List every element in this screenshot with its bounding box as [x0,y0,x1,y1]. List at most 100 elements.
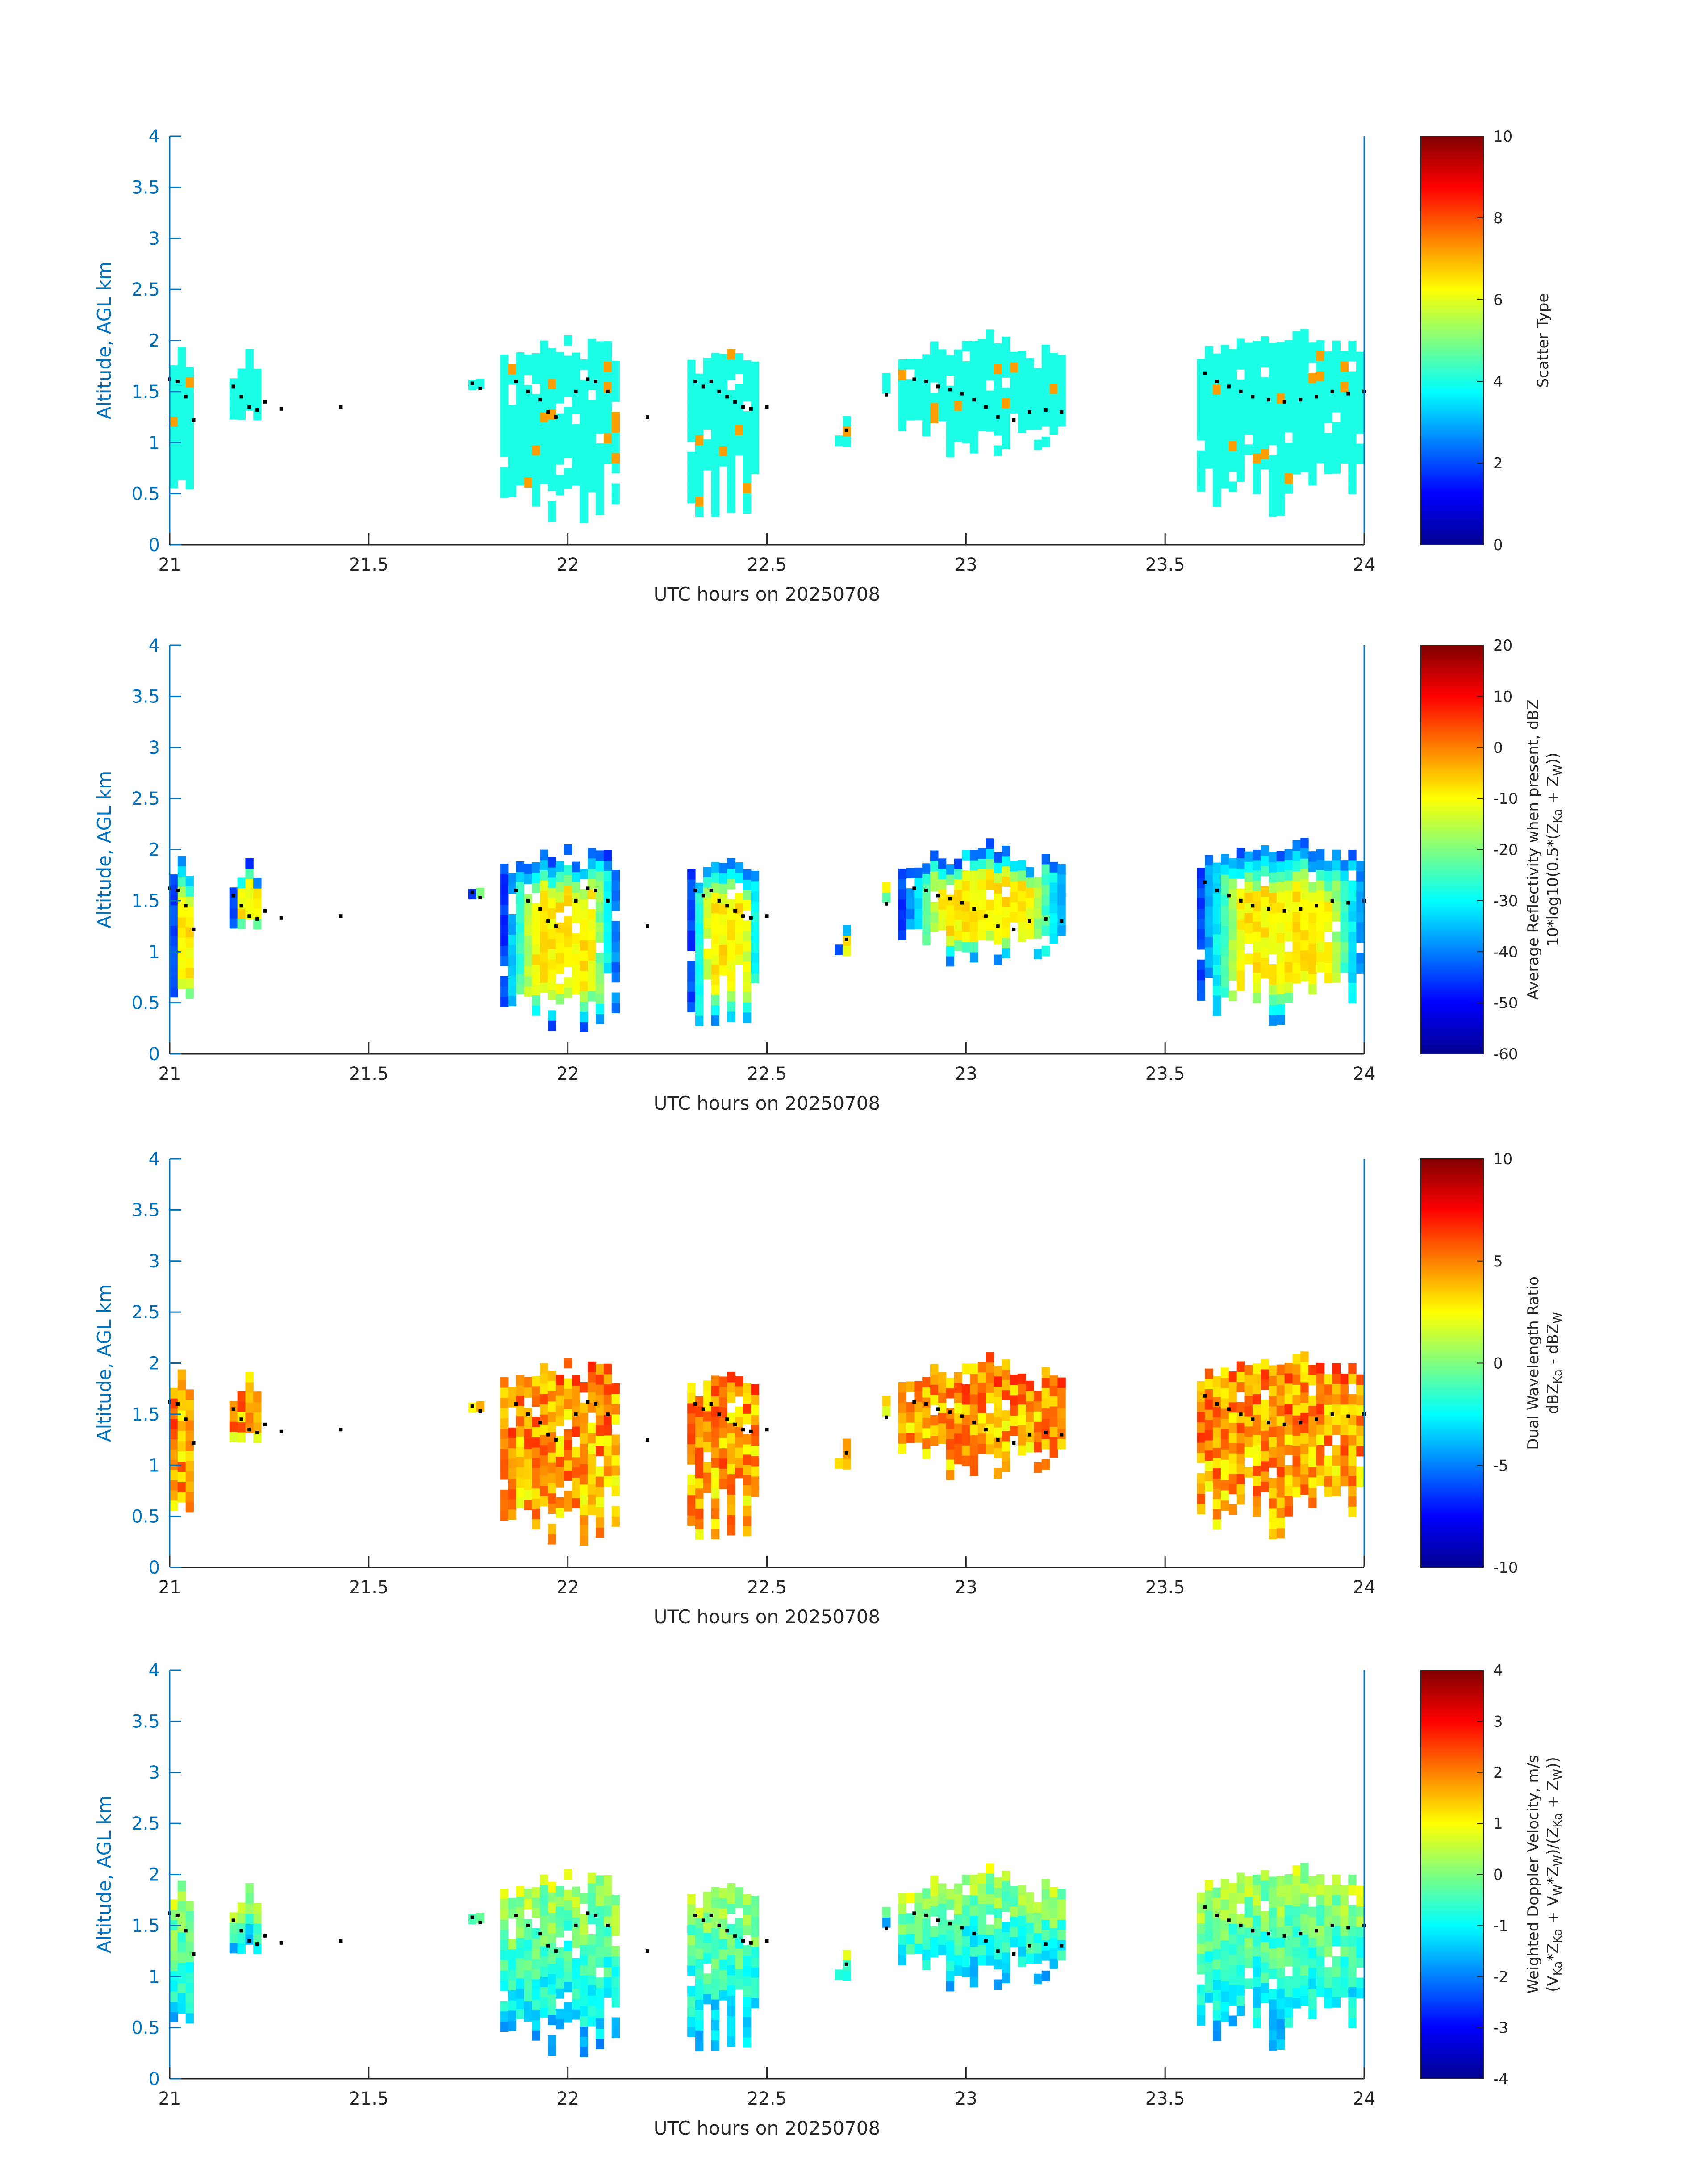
heatmap-cell [695,1488,704,1499]
heatmap-cell [532,974,540,985]
heatmap-cell [1221,1879,1229,1889]
colorbar-tick-label: -5 [1493,1457,1508,1475]
heatmap-cell [1300,1474,1309,1485]
heatmap-cell [735,394,743,405]
heatmap-cell [719,405,727,416]
heatmap-cell [711,424,720,435]
heatmap-cell [1253,351,1261,362]
y-tick-label: 1 [149,433,160,453]
heatmap-cell [1221,1940,1229,1951]
heatmap-cell [695,435,704,446]
heatmap-cell [711,1938,720,1949]
heatmap-cell [540,1895,548,1905]
cloud-base-dot [972,1932,976,1936]
heatmap-cell [978,1873,986,1884]
heatmap-cell [1228,1504,1237,1515]
heatmap-cell [1348,1394,1357,1404]
heatmap-cell [970,392,978,402]
heatmap-cell [711,1498,720,1509]
heatmap-cell [1276,1004,1285,1015]
heatmap-cell [1228,1995,1237,2006]
cloud-base-dot [247,1428,251,1432]
heatmap-cell [1197,919,1205,929]
heatmap-cell [572,424,580,435]
heatmap-cell [743,951,752,962]
heatmap-cell [564,468,572,479]
heatmap-cell [524,1960,532,1971]
heatmap-cell [1002,897,1010,907]
heatmap-cell [743,1914,752,1925]
heatmap-cell [1284,391,1293,402]
heatmap-cell [711,465,720,476]
heatmap-cell [1300,1463,1309,1475]
heatmap-cell [1049,1887,1058,1897]
heatmap-cell [882,383,891,394]
cloud-base-dots [168,1905,1366,1966]
heatmap-cell [548,501,556,512]
cloud-base-dot [972,398,976,402]
heatmap-cell [555,362,564,373]
heatmap-cell [1213,414,1221,426]
heatmap-cell [603,1445,612,1456]
heatmap-cell [580,991,588,1002]
heatmap-cell [516,943,525,954]
heatmap-cell [588,878,596,889]
heatmap-cell [1340,1915,1349,1926]
heatmap-cell [177,1962,186,1973]
heatmap-cell [596,1446,604,1456]
cloud-base-dot [554,1949,558,1953]
heatmap-cell [1284,931,1293,942]
heatmap-cell [1276,1528,1285,1539]
heatmap-cell [703,460,712,471]
heatmap-cell [572,933,580,944]
heatmap-cell [524,1939,532,1950]
heatmap-cell [580,2047,588,2057]
heatmap-cell [1276,1014,1285,1025]
heatmap-cell [603,1926,612,1937]
heatmap-cell [898,359,907,370]
heatmap-cell [508,1458,517,1469]
heatmap-cell [1340,402,1349,413]
cloud-base-dot [478,387,482,390]
heatmap-cell [532,1968,540,1980]
heatmap-cell [703,1932,712,1943]
heatmap-cell [743,483,752,493]
heatmap-cell [1324,1977,1333,1988]
heatmap-cell [1002,1390,1010,1400]
heatmap-cell [596,362,604,372]
heatmap-cell [1205,458,1213,469]
heatmap-cell [1324,881,1333,891]
heatmap-cell [1018,1885,1026,1896]
heatmap-cell [185,387,194,398]
heatmap-cell [596,1517,604,1528]
heatmap-cell [743,1986,752,1997]
heatmap-cell [1236,1923,1245,1935]
heatmap-cell [1276,1978,1285,1989]
heatmap-cell [580,1433,588,1444]
heatmap-cell [1269,475,1277,486]
heatmap-cell [524,1950,532,1960]
heatmap-cell [564,1910,572,1921]
heatmap-cell [727,451,735,462]
heatmap-cell [177,937,186,949]
heatmap-cell [572,964,580,974]
heatmap-cell [1300,1903,1309,1914]
heatmap-cell [580,1423,588,1433]
heatmap-cell [516,362,525,373]
heatmap-cell [751,1486,760,1497]
heatmap-cell [1002,1461,1010,1472]
heatmap-cell [954,879,962,890]
heatmap-cell [719,894,727,904]
heatmap-cell [540,1455,548,1466]
heatmap-cell [703,918,712,929]
heatmap-cell [719,965,727,976]
heatmap-cell [703,1902,712,1913]
heatmap-cell [1253,1455,1261,1466]
heatmap-cell [596,1415,604,1426]
heatmap-cell [1002,1359,1010,1370]
heatmap-cell [1228,1483,1237,1495]
heatmap-cell [1010,1896,1018,1907]
heatmap-cell [906,1402,915,1412]
heatmap-cell [245,1914,254,1924]
heatmap-cell [1205,906,1213,917]
